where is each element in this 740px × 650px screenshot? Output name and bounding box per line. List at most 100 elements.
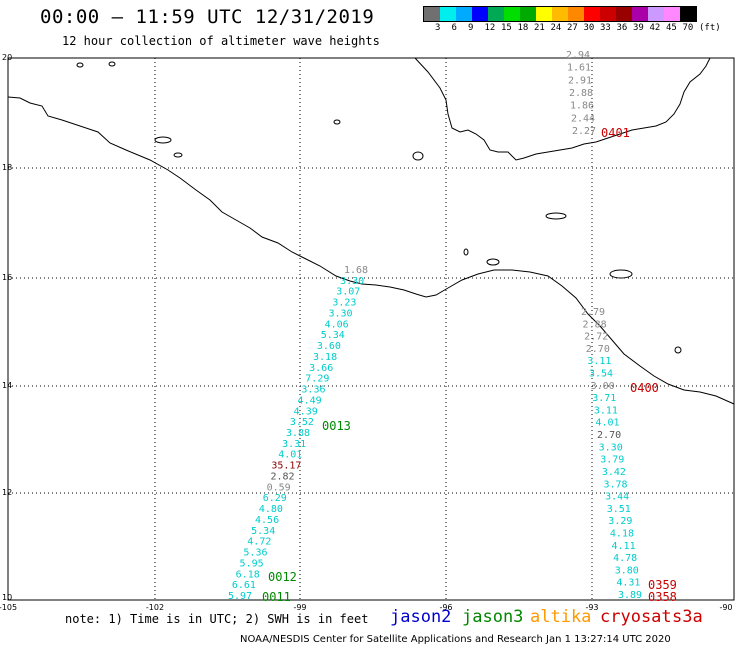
- wave-height-value: 6.29: [263, 493, 287, 504]
- wave-height-value: 4.78: [613, 553, 637, 564]
- wave-height-value: 3.54: [589, 369, 613, 380]
- pass-time-label: 0400: [630, 381, 659, 395]
- lat-tick-label: 20: [2, 53, 12, 62]
- wave-height-value: 4.80: [259, 504, 283, 515]
- legend-swatch: [584, 7, 600, 21]
- legend-swatch: [440, 7, 456, 21]
- wave-height-value: 2.72: [584, 332, 608, 343]
- wave-height-value: 2.91: [568, 75, 592, 86]
- pass-time-label: 0013: [322, 419, 351, 433]
- satellite-cryosat: cryosat: [600, 607, 672, 627]
- lat-tick-label: 14: [2, 381, 12, 390]
- pass-time-label: 0359: [648, 578, 677, 592]
- lon-tick-label: -105: [0, 603, 17, 612]
- wave-height-value: 5.34: [321, 330, 345, 341]
- wave-height-value: 3.60: [317, 341, 341, 352]
- legend-label: 3: [435, 23, 441, 33]
- legend-swatch: [552, 7, 568, 21]
- wave-height-value: 1.86: [570, 101, 594, 112]
- wave-height-value: 3.66: [309, 363, 333, 374]
- wave-height-value: 6.18: [236, 569, 260, 580]
- longitude-tick-labels: -105 -102 -99 -96 -93 -90: [0, 603, 733, 612]
- latitude-tick-labels: 20 18 16 14 12 10: [2, 53, 12, 602]
- satellite-altika: altika: [530, 607, 592, 627]
- wave-height-value: 3.30: [599, 442, 623, 453]
- legend-labels: 3 6 9 12 15 18 21 24 27 30 33 36 39 42 45 70 (ft): [423, 23, 740, 35]
- wave-height-value: 2.70: [597, 430, 621, 441]
- lat-tick-label: 16: [2, 273, 12, 282]
- wave-height-value: 3.00: [591, 381, 615, 392]
- wave-height-value: 3.18: [313, 352, 337, 363]
- legend-label: 36: [616, 23, 628, 33]
- legend-label: 33: [600, 23, 611, 33]
- wave-height-value: 4.31: [616, 578, 640, 589]
- wave-height-value: 1.68: [344, 265, 368, 276]
- legend-label: (ft): [699, 23, 721, 33]
- wave-height-value: 35.17: [271, 461, 301, 472]
- wave-height-value: 3.78: [603, 479, 627, 490]
- islands: [76, 61, 682, 354]
- wave-height-value: 3.51: [607, 504, 631, 515]
- wave-height-value: 3.89: [618, 590, 642, 601]
- wave-height-value: 4.18: [610, 528, 634, 539]
- wave-height-value: 3.71: [592, 393, 616, 404]
- wave-height-value: 3.42: [602, 467, 626, 478]
- color-legend: 3 6 9 12 15 18 21 24 27 30 33 36 39 42 45 70 (ft): [423, 6, 721, 33]
- legend-label: 18: [517, 23, 529, 33]
- wave-height-value: 3.52: [290, 417, 314, 428]
- wave-height-value: 3.79: [600, 455, 624, 466]
- wave-height-value: 5.97: [228, 591, 252, 602]
- map-title: 00:00 – 11:59 UTC 12/31/2019: [40, 6, 375, 28]
- legend-swatch: [536, 7, 552, 21]
- legend-swatch: [632, 7, 648, 21]
- map-subtitle: 12 hour collection of altimeter wave hei…: [62, 34, 380, 48]
- legend-swatch: [472, 7, 488, 21]
- wave-height-value: 4.11: [612, 541, 636, 552]
- legend-label: 27: [567, 23, 578, 33]
- wave-height-value: 4.01: [595, 418, 619, 429]
- legend-swatch: [520, 7, 536, 21]
- lon-tick-label: -99: [293, 603, 306, 612]
- pass-time-label: 0401: [601, 126, 630, 140]
- altimeter-tracks: 1.683.303.073.233.304.065.343.603.183.66…: [228, 50, 642, 602]
- legend-swatches: [423, 6, 697, 22]
- legend-swatch: [600, 7, 616, 21]
- wave-height-value: 3.44: [605, 492, 629, 503]
- wave-height-value: 5.34: [251, 526, 275, 537]
- wave-height-value: 3.07: [336, 287, 360, 298]
- legend-swatch: [616, 7, 632, 21]
- legend-swatch: [568, 7, 584, 21]
- legend-label: 70: [682, 23, 694, 33]
- wave-height-value: 3.80: [615, 565, 639, 576]
- wave-height-value: 2.70: [586, 344, 610, 355]
- pass-time-label: 0011: [262, 590, 291, 604]
- wave-height-value: 3.11: [587, 356, 611, 367]
- wave-height-value: 4.01: [278, 450, 302, 461]
- coastline-gulf: [414, 57, 711, 161]
- wave-height-value: 3.88: [286, 428, 310, 439]
- satellite-s3a: s3a: [672, 607, 703, 627]
- legend-label: 9: [468, 23, 474, 33]
- lon-tick-label: -102: [146, 603, 164, 612]
- lon-tick-label: -96: [439, 603, 452, 612]
- legend-swatch: [456, 7, 472, 21]
- wave-height-value: 6.61: [232, 580, 256, 591]
- wave-height-value: 2.88: [569, 88, 593, 99]
- map-frame: [7, 57, 735, 601]
- legend-label: 24: [550, 23, 562, 33]
- wave-height-value: 1.61: [567, 63, 591, 74]
- wave-height-value: 3.36: [301, 385, 325, 396]
- wave-height-value: 3.30: [328, 308, 352, 319]
- legend-swatch: [488, 7, 504, 21]
- wave-height-value: 3.30: [340, 276, 364, 287]
- wave-height-value: 4.56: [255, 515, 279, 526]
- wave-height-value: 2.27: [572, 126, 596, 137]
- legend-swatch: [664, 7, 680, 21]
- satellite-jason3: jason3: [462, 607, 524, 627]
- wave-height-value: 2.94: [566, 50, 590, 61]
- wave-height-value: 5.95: [240, 558, 264, 569]
- lon-tick-label: -93: [585, 603, 598, 612]
- wave-height-value: 2.79: [581, 307, 605, 318]
- wave-height-value: 2.44: [571, 113, 595, 124]
